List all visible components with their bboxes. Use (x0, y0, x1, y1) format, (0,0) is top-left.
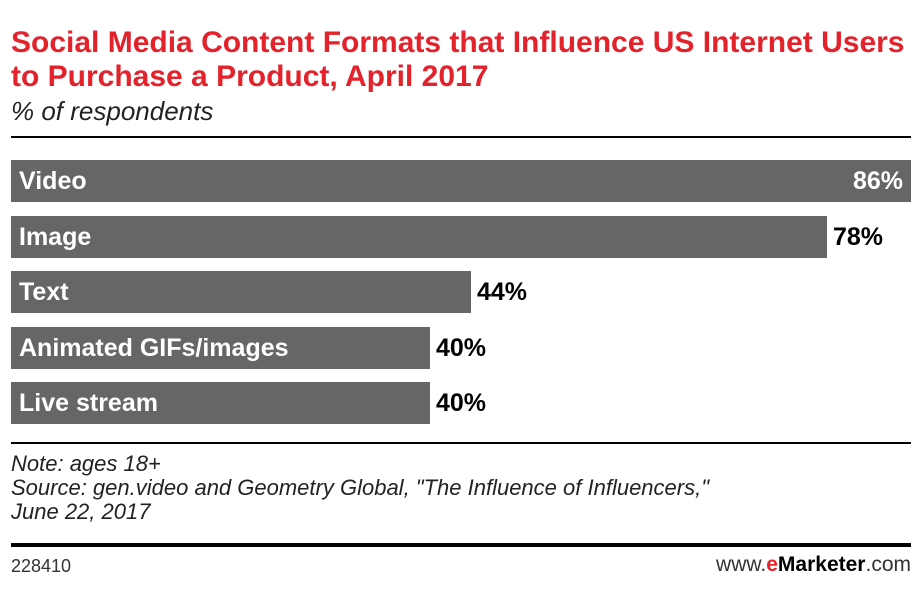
value-label: 40% (436, 334, 487, 362)
chart-notes: Note: ages 18+ Source: gen.video and Geo… (11, 452, 911, 524)
note-text: Note: ages 18+ (11, 451, 161, 476)
value-label: 44% (477, 278, 528, 306)
value-label: 86% (853, 167, 904, 195)
bar-chart: Video 86% Image 78% Text 44% Animated GIFs/ima… (11, 160, 911, 430)
brand-suffix: .com (865, 553, 911, 576)
source-text-line2: June 22, 2017 (11, 499, 151, 524)
bar-animated-gifs-images (11, 327, 430, 369)
bar-text (11, 271, 471, 313)
emarketer-logo[interactable]: www.eMarketer.com (716, 553, 911, 577)
chart-id: 228410 (11, 556, 72, 576)
top-divider (11, 136, 911, 138)
brand-prefix: www. (716, 553, 767, 576)
bar-image (11, 216, 827, 258)
note-divider (11, 442, 911, 444)
category-label: Animated GIFs/images (19, 334, 289, 362)
category-label: Text (19, 278, 69, 306)
chart-title: Social Media Content Formats that Influe… (11, 26, 905, 93)
category-label: Image (19, 223, 92, 251)
category-label: Live stream (19, 389, 158, 417)
brand-name: Marketer (777, 553, 866, 576)
value-label: 40% (436, 389, 487, 417)
bar-video (11, 160, 911, 202)
category-label: Video (19, 167, 87, 195)
chart-subtitle: % of respondents (11, 96, 214, 126)
brand-e: e (766, 553, 778, 576)
source-text-line1: Source: gen.video and Geometry Global, "… (11, 475, 710, 500)
bar-live-stream (11, 382, 430, 424)
value-label: 78% (833, 223, 884, 251)
bottom-divider (11, 543, 911, 547)
